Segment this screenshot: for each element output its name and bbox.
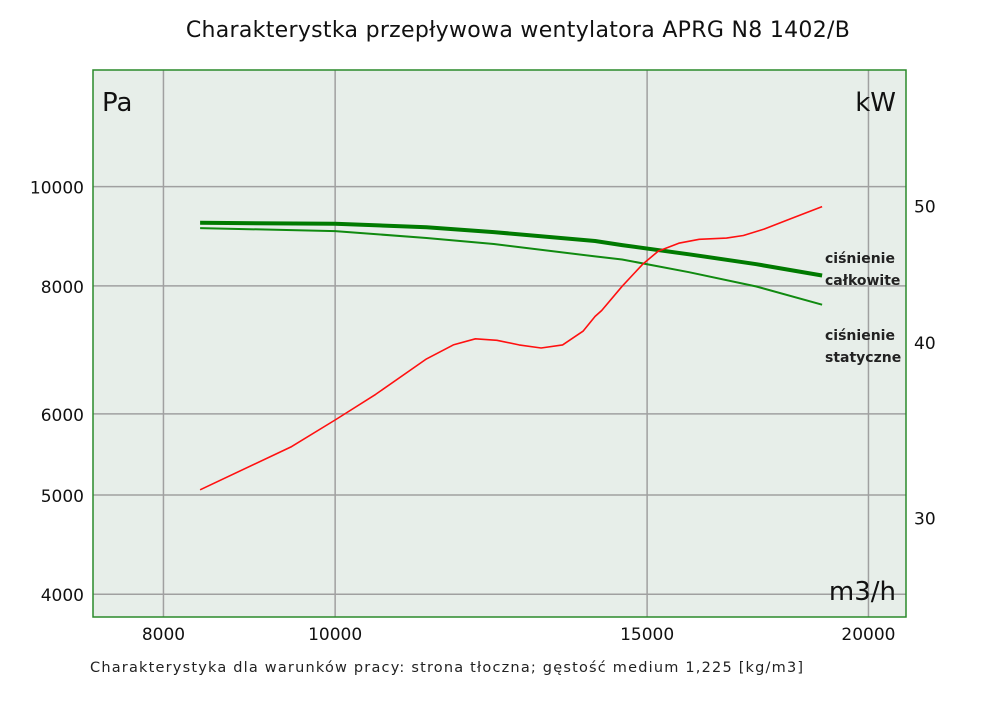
y-left-tick-label: 4000	[41, 586, 84, 606]
x-axis-label: m3/h	[829, 577, 896, 607]
y-left-tick-label: 8000	[41, 278, 84, 298]
y-right-tick-label: 30	[914, 510, 936, 530]
y-left-axis-label: Pa	[102, 88, 132, 118]
plot-border	[92, 69, 907, 618]
chart-footnote: Charakterystyka dla warunków pracy: stro…	[90, 660, 805, 676]
series-label: statyczne	[825, 350, 901, 366]
y-right-axis-label: kW	[855, 88, 896, 118]
x-tick-label: 8000	[142, 625, 185, 645]
y-left-tick-label: 5000	[41, 487, 84, 507]
series-line-3	[199, 205, 823, 491]
x-tick-label: 10000	[308, 625, 362, 645]
series-label: ciśnienie	[825, 251, 895, 267]
x-tick-label: 15000	[620, 625, 674, 645]
series-label: ciśnienie	[825, 328, 895, 344]
plot-background	[93, 70, 906, 617]
series-line-2	[200, 227, 823, 306]
series-line-1	[200, 220, 823, 278]
y-right-tick-label: 50	[914, 197, 936, 217]
x-tick-label: 20000	[841, 625, 895, 645]
y-right-tick-label: 40	[914, 334, 936, 354]
y-left-tick-label: 6000	[41, 406, 84, 426]
series-label: całkowite	[825, 273, 900, 289]
chart-title: Charakterystka przepływowa wentylatora A…	[185, 18, 851, 43]
y-left-tick-label: 10000	[30, 179, 84, 199]
